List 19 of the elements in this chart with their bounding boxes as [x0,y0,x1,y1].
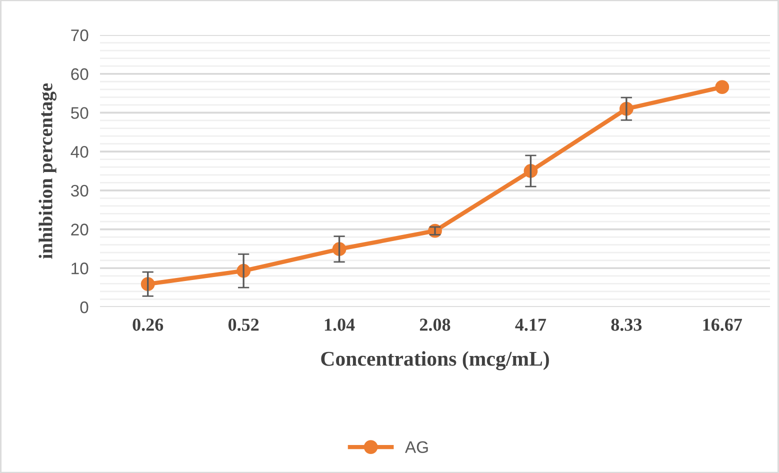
x-tick-label: 16.67 [703,318,742,331]
y-axis-title: inhibition percentage [38,83,56,259]
y-tick-label: 0 [80,301,88,314]
x-tick-label: 0.52 [228,318,259,331]
y-tick-label: 10 [72,262,88,274]
x-axis-title: Concentrations (mcg/mL) [321,351,549,370]
legend-label: AG [404,441,428,454]
x-tick-label: 8.33 [611,318,642,331]
y-tick-label: 30 [70,184,88,197]
x-tick-label: 4.17 [515,318,546,331]
x-tick-label: 0.26 [132,318,164,331]
y-tick-label: 20 [71,224,88,236]
y-tick-label: 70 [71,29,88,42]
y-tick-label: 50 [71,107,88,119]
x-tick-label: 2.08 [420,318,450,331]
point [715,80,730,94]
y-tick-label: 40 [70,146,88,158]
y-tick-label: 60 [71,68,88,80]
x-tick-label: 1.04 [324,318,355,331]
